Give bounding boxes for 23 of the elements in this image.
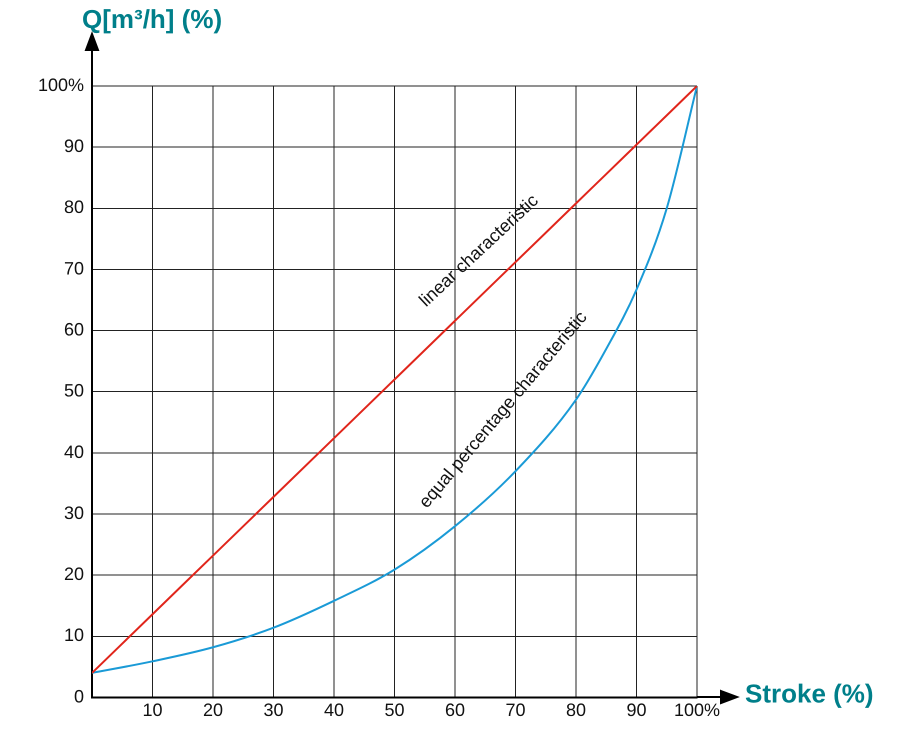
y-tick-label: 20 [64,564,84,584]
y-tick-label: 10 [64,625,84,646]
x-tick-label: 80 [566,700,586,720]
y-tick-label: 100% [38,74,84,95]
x-tick-label: 20 [203,700,224,720]
y-tick-label: 40 [64,442,84,462]
y-tick-label: 90 [64,136,84,156]
x-tick-label: 50 [384,700,405,720]
y-tick-label: 70 [64,258,84,278]
x-tick-label: 100% [674,700,720,720]
x-tick-label: 40 [324,700,344,720]
x-tick-label: 70 [505,700,526,720]
x-tick-label: 60 [445,700,466,720]
y-tick-label: 80 [64,197,84,218]
x-tick-label: 90 [626,700,647,720]
x-axis-title: Stroke (%) [745,678,874,709]
y-axis-title: Q[m³/h] (%) [82,4,222,34]
x-tick-label: 10 [142,700,163,720]
y-tick-label: 50 [64,380,84,401]
y-tick-label: 0 [74,686,84,706]
y-tick-label: 60 [64,320,84,340]
y-tick-label: 30 [64,502,84,523]
x-tick-label: 30 [264,700,284,720]
